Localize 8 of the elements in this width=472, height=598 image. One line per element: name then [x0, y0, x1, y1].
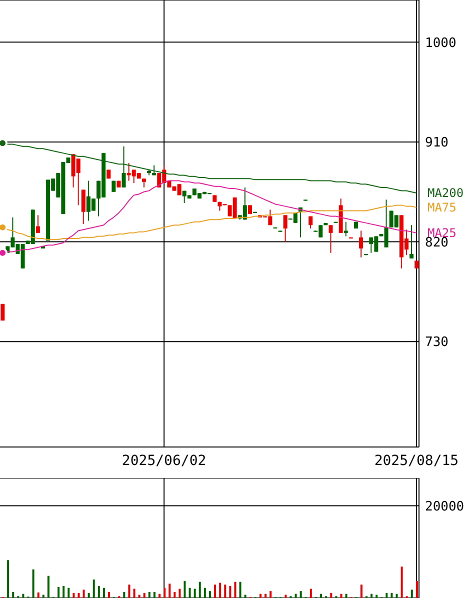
- series-label: MA75: [427, 200, 456, 214]
- x-tick-label: 2025/06/02: [122, 452, 206, 469]
- y-tick-label: 20000: [425, 499, 464, 514]
- x-tick-label: 2025/08/15: [374, 452, 459, 469]
- y-tick-label: 730: [425, 335, 448, 350]
- y-tick-label: 910: [425, 136, 448, 151]
- y-tick-label: 1000: [425, 36, 456, 51]
- series-label: MA200: [427, 186, 464, 200]
